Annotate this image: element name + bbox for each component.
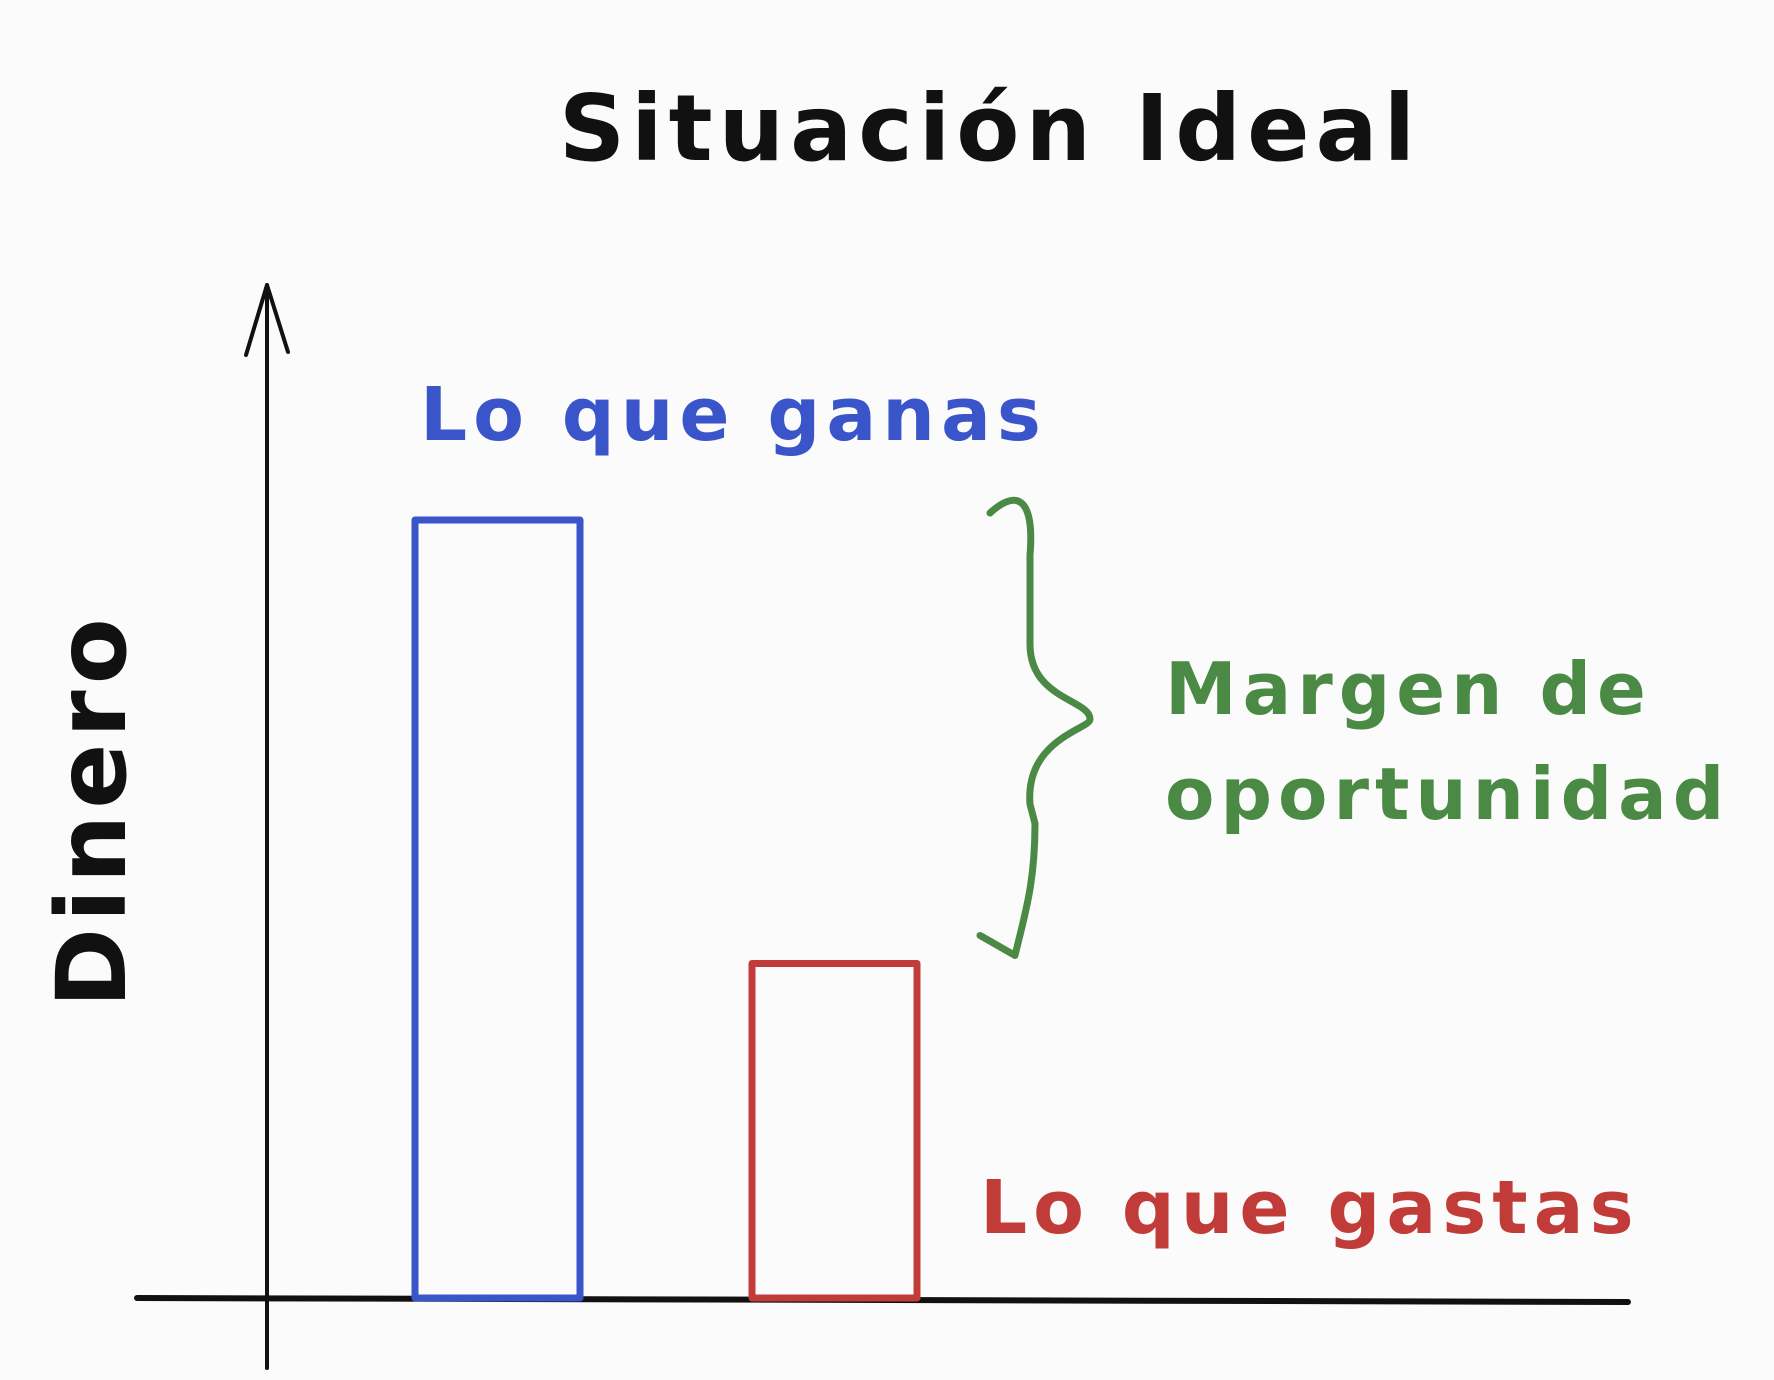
- y-axis-arrowhead: [244, 283, 290, 357]
- y-axis-label: Dinero: [36, 612, 148, 1007]
- bar-label-1: Lo que ganas: [420, 372, 1047, 458]
- chart-title: Situación Ideal: [559, 75, 1421, 182]
- bars-group: [411, 516, 921, 1302]
- bar-labels-group: Lo que ganas Lo que gastas: [420, 372, 1640, 1251]
- margin-brace: [976, 496, 1094, 959]
- bar-label-2: Lo que gastas: [980, 1165, 1640, 1251]
- annotation-line-2: oportunidad: [1165, 752, 1730, 836]
- bar-2: [748, 959, 921, 1302]
- annotation-line-1: Margen de: [1165, 647, 1652, 731]
- bar-1: [411, 516, 584, 1302]
